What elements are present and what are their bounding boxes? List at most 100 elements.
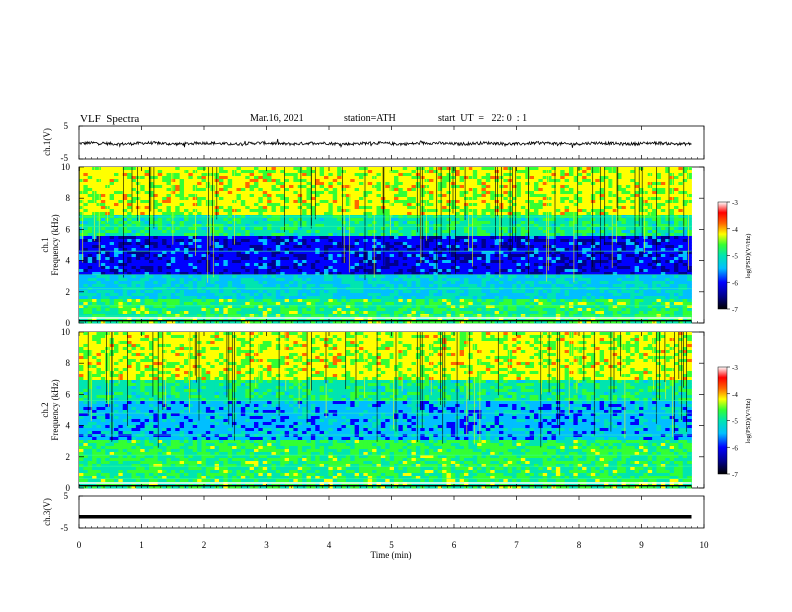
spec-cell — [328, 272, 334, 276]
spec-cell — [179, 233, 185, 237]
spec-cell — [363, 209, 369, 213]
spec-cell — [223, 173, 229, 177]
spec-cell — [429, 173, 434, 177]
spec-cell — [402, 224, 408, 228]
spec-cell — [573, 263, 579, 267]
spec-cell — [385, 176, 391, 180]
spec-cell — [376, 182, 382, 186]
spec-cell — [682, 227, 688, 231]
spec-cell — [560, 266, 566, 270]
spec-cell — [118, 218, 124, 222]
spec-cell — [149, 170, 154, 174]
spec-cell — [625, 206, 631, 210]
spec-cell — [503, 170, 509, 174]
spec-cell — [656, 269, 662, 273]
spec-cell — [634, 242, 640, 246]
spec-cell — [525, 206, 531, 210]
spec-cell — [516, 248, 522, 252]
spec-cell — [83, 248, 89, 252]
spec-cell — [586, 218, 592, 222]
spec-cell — [402, 242, 408, 246]
spec-cell — [122, 269, 128, 273]
spec-cell — [630, 266, 636, 270]
spec-cell — [367, 179, 373, 183]
spec-cell — [223, 248, 229, 252]
spec-cell — [525, 233, 531, 237]
spec-cell — [555, 263, 561, 267]
spec-cell — [100, 251, 106, 255]
spec-cell — [516, 266, 522, 270]
spec-cell — [590, 263, 596, 267]
spec-cell — [114, 167, 119, 171]
spec-cell — [577, 254, 583, 258]
spec-cell — [455, 260, 461, 264]
spec-cell — [227, 233, 233, 237]
spec-cell — [433, 230, 439, 234]
spec-cell — [577, 266, 583, 270]
spec-cell — [402, 185, 408, 189]
spec-cell — [551, 260, 557, 264]
spec-cell — [468, 239, 474, 243]
spec-cell — [551, 182, 557, 186]
spec-cell — [149, 221, 154, 225]
spec-cell — [582, 227, 587, 231]
spec-cell — [411, 239, 417, 243]
spec-cell — [219, 263, 224, 267]
spec-cell — [363, 260, 369, 264]
spec-cell — [162, 194, 167, 198]
spec-cell — [254, 251, 259, 255]
spec-cell — [582, 194, 587, 198]
spec-cell — [179, 260, 185, 264]
spec-cell — [109, 170, 115, 174]
spec-cell — [394, 191, 399, 195]
spec-cell — [376, 260, 382, 264]
spec-cell — [564, 266, 570, 270]
spec-cell — [188, 272, 194, 276]
spec-cell — [109, 179, 115, 183]
spec-cell — [551, 170, 557, 174]
spec-cell — [87, 200, 93, 204]
spec-cell — [669, 227, 675, 231]
spec-cell — [293, 257, 299, 261]
spec-cell — [529, 266, 535, 270]
spec-cell — [170, 209, 176, 213]
spec-cell — [582, 209, 587, 213]
spec-cell — [595, 188, 601, 192]
spec-cell — [582, 200, 587, 204]
spec-cell — [468, 218, 474, 222]
spec-cell — [192, 218, 198, 222]
spec-cell — [184, 176, 189, 180]
spec-cell — [656, 194, 662, 198]
spec-cell — [424, 194, 430, 198]
spec-cell — [87, 218, 93, 222]
spec-cell — [188, 218, 194, 222]
spec-cell — [494, 233, 500, 237]
spec-cell — [634, 248, 640, 252]
spec-cell — [634, 170, 640, 174]
spec-cell — [674, 209, 679, 213]
spec-cell — [205, 257, 211, 261]
spec-cell — [577, 236, 583, 240]
spec-cell — [560, 197, 566, 201]
spec-cell — [262, 218, 268, 222]
spec-cell — [280, 224, 286, 228]
spec-cell — [280, 221, 286, 225]
spec-cell — [175, 269, 181, 273]
spec-cell — [608, 194, 614, 198]
spec-cell — [380, 227, 386, 231]
spec-cell — [363, 167, 369, 171]
spec-cell — [354, 227, 360, 231]
spec-cell — [398, 218, 404, 222]
spec-cell — [464, 173, 469, 177]
spec-cell — [459, 236, 465, 240]
spec-cell — [599, 170, 605, 174]
spec-cell — [525, 245, 531, 249]
spec-cell — [516, 251, 522, 255]
spec-cell — [144, 272, 150, 276]
spec-cell — [236, 170, 242, 174]
spec-cell — [656, 230, 662, 234]
spec-cell — [258, 176, 264, 180]
spec-cell — [315, 221, 321, 225]
spec-cell — [223, 182, 229, 186]
